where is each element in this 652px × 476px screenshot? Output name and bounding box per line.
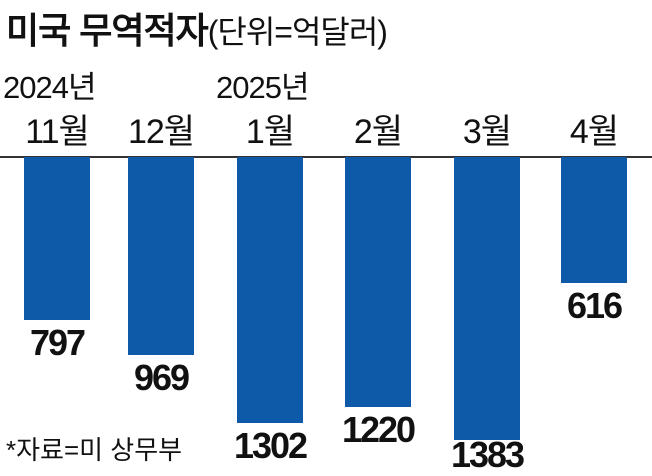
data-label: 1220 [341, 409, 416, 450]
category-label: 4월 [569, 113, 619, 151]
category-label: 2월 [353, 113, 403, 151]
chart-title: 미국 무역적자(단위=억달러) [6, 2, 388, 54]
source-note: *자료=미 상무부 [6, 435, 183, 465]
bar [345, 157, 411, 407]
category-label: 3월 [462, 113, 512, 151]
data-label: 616 [566, 285, 623, 326]
category-label: 1월 [245, 113, 295, 151]
baseline [0, 156, 652, 158]
category-label: 12월 [127, 113, 195, 151]
title-text: 미국 무역적자 [6, 10, 209, 51]
year-label: 2024년 [3, 70, 96, 105]
category-label: 11월 [25, 113, 90, 151]
bar [561, 157, 627, 283]
bar [24, 157, 90, 320]
title-unit: (단위=억달러) [207, 14, 388, 50]
data-label: 1383 [450, 434, 525, 475]
bar [454, 157, 520, 440]
data-label: 1302 [233, 425, 308, 466]
data-label: 969 [133, 357, 190, 398]
year-label: 2025년 [216, 70, 309, 105]
bar [237, 157, 303, 423]
data-label: 797 [29, 322, 86, 363]
bar [128, 157, 194, 355]
